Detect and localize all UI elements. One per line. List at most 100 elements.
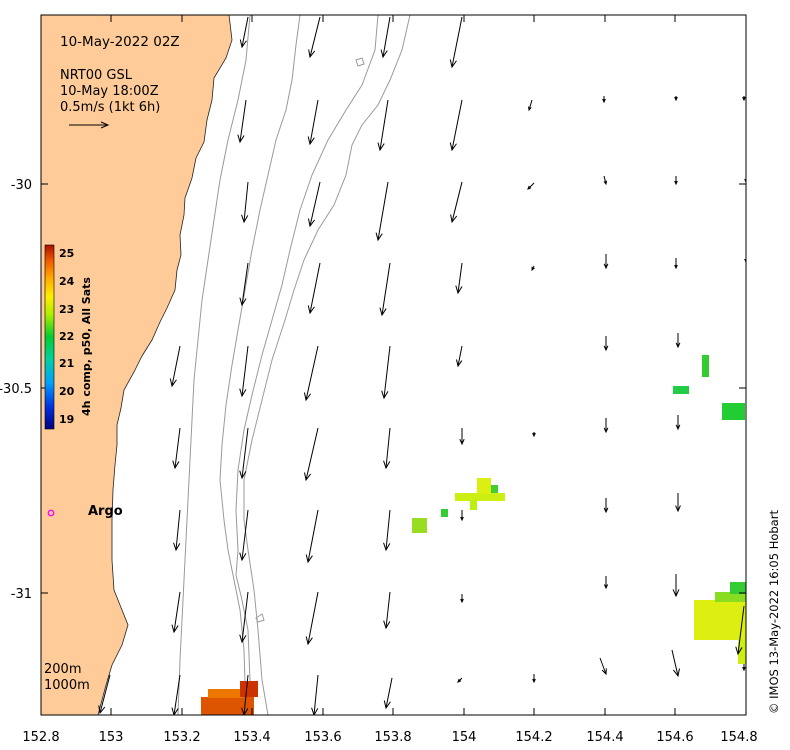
current-vector-arrow — [449, 99, 463, 152]
current-vector-arrow — [239, 345, 249, 398]
current-vector-arrow — [241, 674, 249, 715]
sst-pixel — [201, 697, 254, 715]
sst-pixel — [491, 485, 498, 493]
current-vector-arrow — [450, 181, 463, 224]
current-vector-arrow — [172, 427, 181, 470]
current-vector-arrow — [169, 345, 181, 388]
colorbar-tick-label: 19 — [59, 413, 74, 426]
argo-float-marker — [47, 509, 55, 517]
valid-time: 10-May 18:00Z — [60, 84, 159, 99]
sst-pixel — [730, 582, 746, 594]
current-vector-arrow — [460, 594, 464, 604]
axis-ticks — [40, 15, 747, 715]
current-vector-arrow — [305, 509, 319, 564]
contour-1000m — [235, 15, 379, 715]
colorbar-tick-label: 24 — [59, 275, 75, 288]
current-vector-arrow — [171, 591, 181, 634]
current-vector-arrow — [459, 428, 465, 446]
lon-tick-label: 153 — [99, 730, 124, 745]
lon-tick-label: 153.8 — [374, 730, 411, 745]
scale-label: 0.5m/s (1kt 6h) — [60, 100, 161, 115]
depth-contour-legend: 200m 1000m — [44, 662, 90, 694]
sst-pixel — [240, 681, 258, 697]
colorbar-tick-label: 20 — [59, 385, 75, 398]
sst-pixel — [441, 509, 448, 517]
current-vector-arrow — [383, 591, 391, 630]
lon-tick-label: 153.6 — [304, 730, 341, 745]
current-vector-arrow — [744, 252, 746, 264]
current-vector-arrow — [603, 336, 609, 352]
sst-pixel — [208, 689, 244, 698]
current-vector-arrow — [98, 674, 111, 715]
current-vector-arrow — [377, 99, 389, 152]
current-vector-arrow — [456, 345, 463, 368]
colorbar-tick-label: 22 — [59, 330, 74, 343]
current-vector-arrow — [379, 262, 391, 317]
contour-200m — [219, 15, 301, 715]
copyright-notice: © IMOS 13-May-2022 16:05 Hobart — [767, 510, 781, 714]
colorbar-tick-label: 25 — [59, 247, 74, 260]
colorbar-tick-label: 23 — [59, 303, 74, 316]
contour-label-1000m: 1000m — [44, 678, 90, 693]
current-vector-arrow — [675, 493, 681, 513]
lon-tick-label: 154.4 — [586, 730, 623, 745]
land-mass — [41, 15, 233, 715]
current-vector-arrow — [603, 418, 609, 434]
current-vector-arrow — [307, 181, 321, 228]
current-vector-arrow — [603, 576, 609, 590]
current-vector-arrow — [527, 182, 535, 190]
current-vector-arrow — [671, 649, 680, 678]
current-vector-arrow — [675, 333, 681, 349]
product-name: NRT00 GSL — [60, 68, 132, 83]
current-vector-arrow — [674, 176, 678, 186]
current-vector-arrow — [375, 181, 389, 242]
current-vector-arrow — [532, 432, 536, 438]
current-vector-arrow — [742, 664, 746, 672]
sst-pixel — [412, 518, 427, 533]
current-vector-arrow — [381, 345, 391, 400]
current-vector-arrow — [531, 265, 535, 272]
sst-pixel — [470, 500, 477, 510]
current-vector-arrow — [241, 181, 249, 224]
current-vector-arrow — [239, 591, 249, 644]
current-vector-arrow — [171, 674, 181, 715]
current-vector-arrow — [603, 498, 609, 514]
lon-tick-label: 152.8 — [22, 730, 59, 745]
current-vector-arrow — [307, 262, 321, 315]
current-vector-arrow — [383, 427, 391, 470]
lon-tick-label: 154 — [452, 730, 477, 745]
map-date-title: 10-May-2022 02Z — [60, 34, 180, 50]
current-vector-arrow — [603, 175, 608, 186]
current-vector-arrow — [380, 16, 391, 59]
current-vector-arrow — [307, 99, 319, 146]
current-vector-arrow — [311, 674, 319, 715]
sst-pixel — [477, 478, 491, 494]
current-vector-arrow — [672, 574, 680, 598]
current-vector-arrow — [308, 16, 321, 59]
contour-label-200m: 200m — [44, 662, 82, 677]
current-vector-arrow — [675, 415, 681, 431]
current-vector-arrow — [383, 509, 391, 552]
colorbar-title: 4h comp, p50, All Sats — [80, 277, 93, 416]
sst-pixel — [673, 386, 689, 394]
current-vector-arrow — [239, 16, 249, 49]
sst-pixel — [694, 600, 746, 640]
current-vector-arrow — [455, 262, 463, 295]
current-vector-arrow — [528, 99, 533, 112]
current-vector-arrow — [173, 509, 181, 552]
current-vectors — [98, 16, 746, 715]
current-vector-arrow — [449, 16, 463, 69]
lon-tick-label: 153.4 — [233, 730, 270, 745]
sst-pixel — [455, 493, 505, 501]
current-vector-arrow — [237, 99, 247, 144]
lat-tick-label: -30 — [11, 178, 32, 193]
contour-2000m — [243, 15, 411, 715]
current-vector-arrow — [304, 427, 319, 482]
argo-label: Argo — [88, 504, 123, 519]
current-vector-arrow — [674, 258, 678, 270]
current-vector-arrow — [305, 591, 319, 646]
current-vector-arrow — [742, 96, 746, 102]
current-vector-arrow — [239, 509, 249, 562]
lon-tick-label: 154.2 — [515, 730, 552, 745]
